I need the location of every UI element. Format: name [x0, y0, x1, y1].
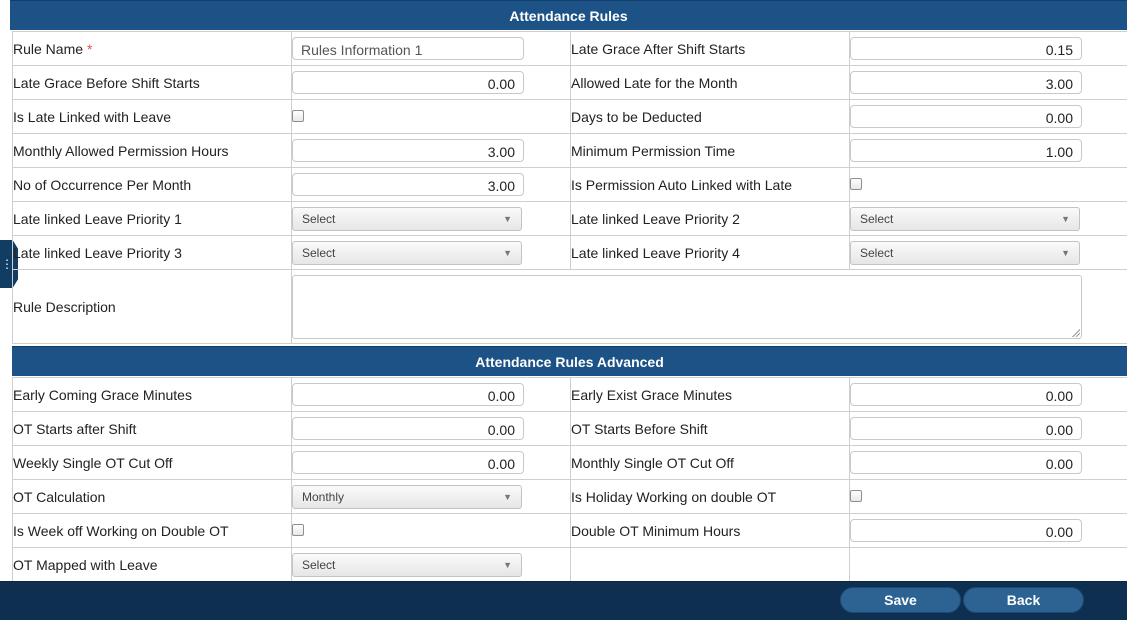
- monthly-ot-input[interactable]: [850, 451, 1082, 474]
- description-label: Rule Description: [12, 269, 292, 344]
- table-row: Monthly Allowed Permission Hours Minimum…: [12, 133, 1127, 168]
- attendance-rules-advanced-table: Early Coming Grace Minutes Early Exist G…: [12, 377, 1127, 582]
- priority1-select[interactable]: Select ▼: [292, 206, 522, 231]
- late-linked-leave-checkbox[interactable]: [292, 109, 304, 122]
- table-row: OT Calculation Monthly ▼ Is Holiday Worki…: [12, 479, 1127, 514]
- holiday-double-checkbox[interactable]: [850, 489, 862, 502]
- days-deducted-input[interactable]: [850, 105, 1082, 128]
- caret-down-icon: ▼: [1061, 213, 1070, 224]
- priority3-label: Late linked Leave Priority 3: [12, 235, 292, 270]
- priority1-select-value: Select: [302, 211, 336, 226]
- table-row: OT Mapped with Leave Select ▼: [12, 547, 1127, 582]
- table-row: Is Week off Working on Double OT Double …: [12, 513, 1127, 548]
- table-row: Weekly Single OT Cut Off Monthly Single …: [12, 445, 1127, 480]
- priority4-select[interactable]: Select ▼: [850, 240, 1080, 265]
- early-coming-input[interactable]: [292, 383, 524, 406]
- table-row: Late linked Leave Priority 1 Select ▼ Lat…: [12, 201, 1127, 236]
- holiday-double-label: Is Holiday Working on double OT: [570, 479, 850, 514]
- weekly-ot-input[interactable]: [292, 451, 524, 474]
- ot-calc-label: OT Calculation: [12, 479, 292, 514]
- early-exist-label: Early Exist Grace Minutes: [570, 377, 850, 412]
- allowed-late-input[interactable]: [850, 71, 1082, 94]
- priority1-label: Late linked Leave Priority 1: [12, 201, 292, 236]
- priority2-label: Late linked Leave Priority 2: [570, 201, 850, 236]
- ot-calc-select[interactable]: Monthly ▼: [292, 484, 522, 509]
- occurrence-label: No of Occurrence Per Month: [12, 167, 292, 202]
- table-row: Rule Description: [12, 269, 1127, 344]
- late-linked-leave-label: Is Late Linked with Leave: [12, 99, 292, 134]
- double-min-label: Double OT Minimum Hours: [570, 513, 850, 548]
- table-row: Rule Name* Late Grace After Shift Starts: [12, 31, 1127, 66]
- ot-after-input[interactable]: [292, 417, 524, 440]
- empty-cell: [570, 547, 850, 582]
- permission-auto-linked-checkbox[interactable]: [850, 177, 862, 190]
- late-grace-before-label: Late Grace Before Shift Starts: [12, 65, 292, 100]
- priority3-select[interactable]: Select ▼: [292, 240, 522, 265]
- ot-leave-select-value: Select: [302, 557, 336, 572]
- ot-before-label: OT Starts Before Shift: [570, 411, 850, 446]
- monthly-ot-label: Monthly Single OT Cut Off: [570, 445, 850, 480]
- table-row: Late Grace Before Shift Starts Allowed L…: [12, 65, 1127, 100]
- late-grace-after-label: Late Grace After Shift Starts: [570, 31, 850, 66]
- caret-down-icon: ▼: [1061, 247, 1070, 258]
- required-marker: *: [87, 40, 93, 57]
- description-textarea[interactable]: [292, 274, 1082, 339]
- caret-down-icon: ▼: [503, 559, 512, 570]
- weekoff-double-checkbox[interactable]: [292, 523, 304, 536]
- caret-down-icon: ▼: [503, 247, 512, 258]
- double-min-input[interactable]: [850, 519, 1082, 542]
- weekly-ot-label: Weekly Single OT Cut Off: [12, 445, 292, 480]
- early-coming-label: Early Coming Grace Minutes: [12, 377, 292, 412]
- priority4-label: Late linked Leave Priority 4: [570, 235, 850, 270]
- early-exist-input[interactable]: [850, 383, 1082, 406]
- save-button[interactable]: Save: [840, 587, 961, 613]
- table-row: Is Late Linked with Leave Days to be Ded…: [12, 99, 1127, 134]
- occurrence-input[interactable]: [292, 173, 524, 196]
- allowed-late-label: Allowed Late for the Month: [570, 65, 850, 100]
- late-grace-before-input[interactable]: [292, 71, 524, 94]
- late-grace-after-input[interactable]: [850, 37, 1082, 60]
- priority2-select-value: Select: [860, 211, 894, 226]
- permission-auto-linked-label: Is Permission Auto Linked with Late: [570, 167, 850, 202]
- empty-cell: [849, 547, 1127, 582]
- priority4-select-value: Select: [860, 245, 894, 260]
- table-row: OT Starts after Shift OT Starts Before S…: [12, 411, 1127, 446]
- rule-name-input[interactable]: [292, 37, 524, 60]
- ot-leave-label: OT Mapped with Leave: [12, 547, 292, 582]
- resize-handle-icon[interactable]: [1071, 327, 1080, 337]
- section-header-attendance-rules-advanced: Attendance Rules Advanced: [12, 346, 1127, 376]
- priority3-select-value: Select: [302, 245, 336, 260]
- monthly-permission-label: Monthly Allowed Permission Hours: [12, 133, 292, 168]
- monthly-permission-input[interactable]: [292, 139, 524, 162]
- min-permission-input[interactable]: [850, 139, 1082, 162]
- ot-leave-select[interactable]: Select ▼: [292, 552, 522, 577]
- caret-down-icon: ▼: [503, 491, 512, 502]
- caret-down-icon: ▼: [503, 213, 512, 224]
- back-button[interactable]: Back: [963, 587, 1084, 613]
- rule-name-label: Rule Name *: [12, 31, 292, 66]
- ot-before-input[interactable]: [850, 417, 1082, 440]
- ot-calc-select-value: Monthly: [302, 489, 345, 504]
- footer-bar: Save Back: [0, 581, 1127, 620]
- attendance-rules-table: Rule Name* Late Grace After Shift Starts…: [12, 31, 1127, 344]
- table-row: Early Coming Grace Minutes Early Exist G…: [12, 377, 1127, 412]
- days-deducted-label: Days to be Deducted: [570, 99, 850, 134]
- table-row: No of Occurrence Per Month Is Permission…: [12, 167, 1127, 202]
- section-header-attendance-rules: Attendance Rules: [10, 0, 1127, 30]
- weekoff-double-label: Is Week off Working on Double OT: [12, 513, 292, 548]
- table-row: Late linked Leave Priority 3 Select ▼ Lat…: [12, 235, 1127, 270]
- vertical-dots-icon: ⋮: [1, 256, 13, 271]
- priority2-select[interactable]: Select ▼: [850, 206, 1080, 231]
- ot-after-label: OT Starts after Shift: [12, 411, 292, 446]
- min-permission-label: Minimum Permission Time: [570, 133, 850, 168]
